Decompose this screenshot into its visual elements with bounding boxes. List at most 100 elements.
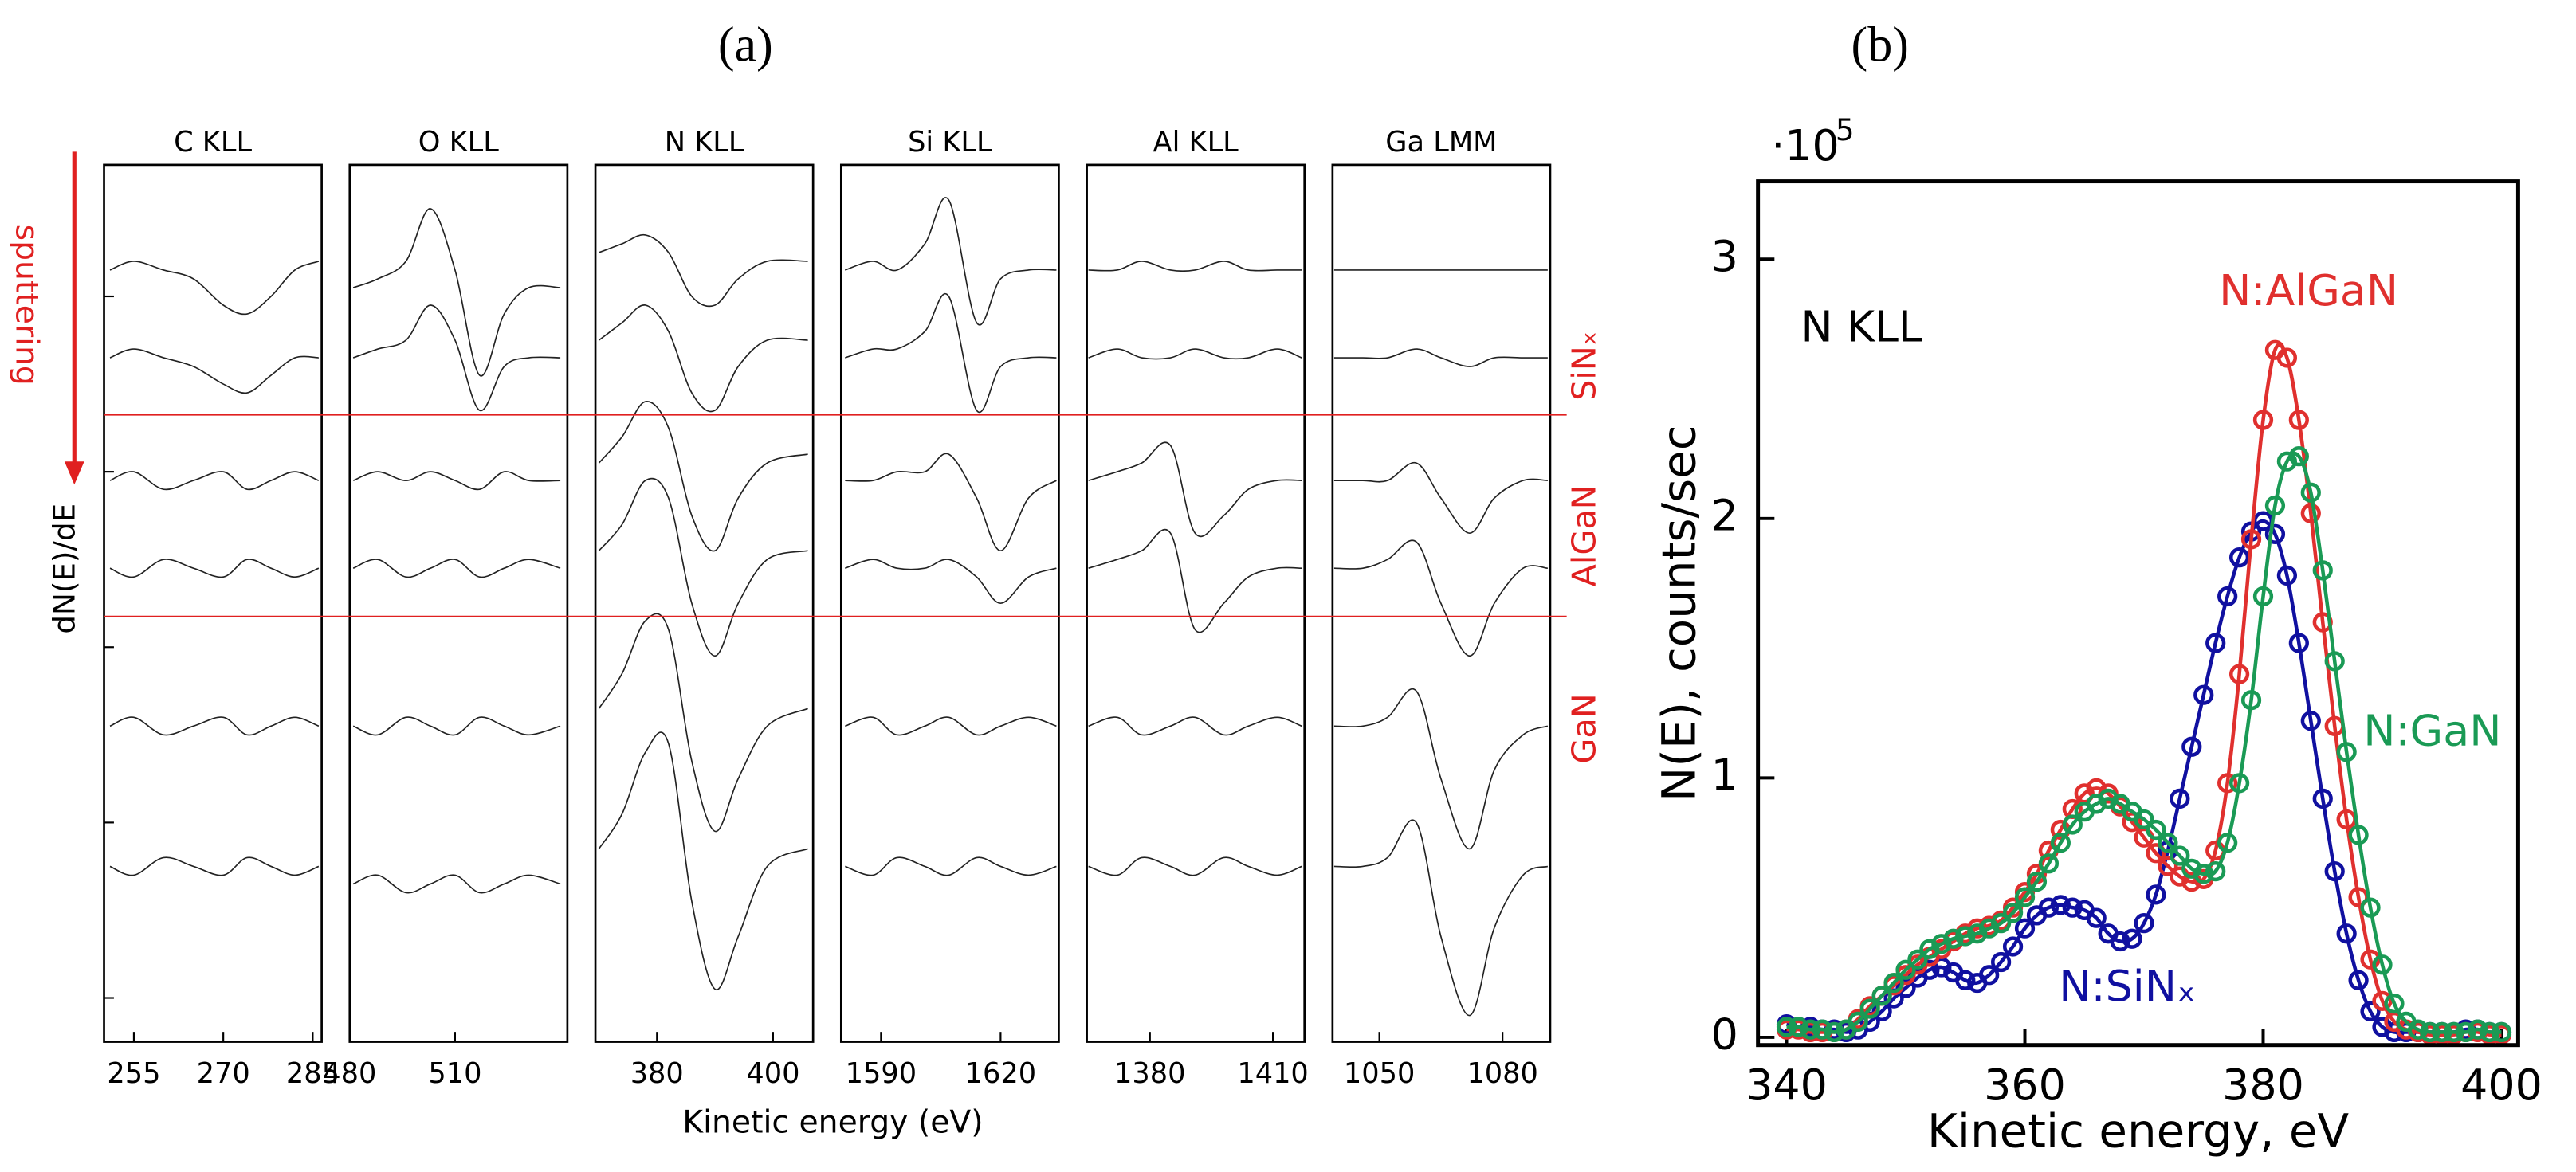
series-line: [1333, 819, 1549, 1017]
data-point: [2205, 860, 2226, 882]
series-line: [845, 716, 1057, 736]
x-tick-label: 340: [1745, 1060, 1828, 1110]
plot-area: [1088, 261, 1302, 876]
series-line: [1088, 261, 1302, 272]
data-point: [2038, 897, 2060, 918]
region-label: GaN: [1565, 693, 1603, 763]
data-point: [2205, 633, 2226, 653]
data-point: [1919, 939, 1940, 959]
data-point: [2300, 482, 2321, 503]
series-line: [845, 559, 1057, 605]
plot-area: [1333, 269, 1549, 1017]
data-point: [2432, 1021, 2452, 1043]
series-line: [1088, 856, 1302, 876]
data-point: [2086, 794, 2107, 814]
arrow-label: sputtering: [9, 225, 45, 386]
series-line: [599, 233, 808, 308]
data-point: [2122, 928, 2142, 949]
data-point: [1824, 1021, 1844, 1043]
data-point: [2324, 860, 2345, 882]
data-point: [2146, 884, 2166, 905]
series-line: [109, 348, 319, 394]
data-point: [2228, 773, 2250, 794]
data-point: [2050, 833, 2071, 853]
data-point: [2384, 993, 2405, 1014]
series-line: [352, 304, 561, 411]
data-point: [2288, 410, 2309, 430]
series-line: [109, 856, 320, 876]
series-label: N:SiNₓ: [2059, 961, 2196, 1011]
axes-frame: [839, 163, 1060, 1043]
series-line: [352, 471, 561, 491]
data-point: [2002, 936, 2024, 957]
subplot-title: Ga LMM: [1385, 126, 1497, 159]
data-point: [1848, 1011, 1868, 1033]
axes-frame: [1756, 179, 2520, 1048]
data-point: [1812, 1019, 1832, 1040]
axes-frame: [348, 163, 569, 1043]
data-point: [2002, 903, 2024, 923]
series-line: [1088, 348, 1302, 360]
data-point: [1979, 918, 2000, 939]
y-tick-label: 0: [1711, 1009, 1738, 1060]
annotation: N KLL: [1800, 301, 1922, 351]
data-point: [2348, 970, 2369, 990]
x-tick-label: 380: [630, 1057, 684, 1090]
data-point: [1967, 923, 1988, 944]
data-point: [2252, 410, 2274, 430]
data-point: [2240, 690, 2262, 711]
data-point: [1943, 928, 1964, 949]
x-tick-label: 1410: [1237, 1057, 1308, 1090]
x-tick-label: 400: [2460, 1060, 2543, 1110]
data-point: [1800, 1019, 1821, 1040]
data-point: [2324, 651, 2345, 672]
series-line: [352, 874, 561, 894]
data-point: [2228, 664, 2250, 684]
region-label: SiNₓ: [1565, 331, 1603, 401]
x-tick-label: 510: [428, 1057, 481, 1090]
data-point: [1955, 970, 1976, 990]
axes-frame: [594, 163, 815, 1043]
data-point: [2181, 858, 2202, 879]
data-point: [2336, 923, 2357, 944]
data-point: [1788, 1017, 1809, 1037]
data-point: [2146, 819, 2166, 841]
data-point: [1955, 926, 1976, 947]
x-axis-label: Kinetic energy (eV): [682, 1105, 983, 1141]
series-line: [1088, 528, 1302, 633]
y-axis-label: N(E), counts/sec: [1652, 425, 1706, 802]
x-axis-label: Kinetic energy, eV: [1927, 1104, 2350, 1158]
plot-area: [109, 261, 320, 876]
series-line: [845, 856, 1057, 876]
y-axis-label: dN(E)/dE: [46, 504, 81, 634]
data-point: [1931, 934, 1952, 954]
data-point: [2312, 560, 2333, 581]
data-point: [2408, 1019, 2429, 1040]
data-point: [2014, 887, 2036, 907]
data-point: [2288, 446, 2309, 467]
data-point: [2217, 586, 2238, 607]
data-point: [2110, 931, 2130, 952]
series-line: [1333, 348, 1548, 367]
data-point: [1895, 959, 1916, 980]
y-tick-label: 1: [1711, 750, 1738, 800]
x-tick-label: 270: [197, 1057, 250, 1090]
data-point: [2134, 913, 2154, 934]
plot-area: [352, 208, 561, 894]
data-point: [1907, 949, 1928, 970]
x-tick-label: 1620: [965, 1057, 1036, 1090]
data-point: [2193, 864, 2214, 884]
data-point: [2014, 918, 2036, 939]
data-point: [2170, 788, 2190, 809]
data-point: [1871, 986, 1892, 1006]
x-tick-label: 480: [323, 1057, 376, 1090]
x-tick-label: 285: [286, 1057, 340, 1090]
data-point: [1919, 959, 1940, 980]
subplot-title: Si KLL: [908, 126, 992, 159]
data-point: [2300, 711, 2321, 731]
series-line: [598, 477, 808, 657]
data-point: [2372, 954, 2393, 975]
data-point: [2098, 788, 2119, 809]
axis-multiplier: ·10: [1771, 120, 1840, 171]
